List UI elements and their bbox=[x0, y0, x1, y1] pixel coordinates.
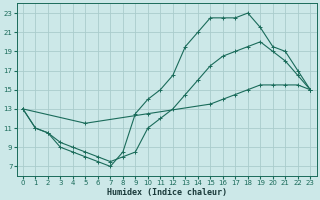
X-axis label: Humidex (Indice chaleur): Humidex (Indice chaleur) bbox=[107, 188, 227, 197]
